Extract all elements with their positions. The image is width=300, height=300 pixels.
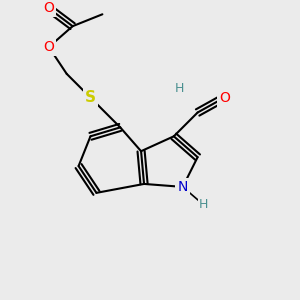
Text: H: H bbox=[175, 82, 184, 95]
Text: H: H bbox=[199, 198, 208, 211]
Text: O: O bbox=[219, 91, 230, 105]
Text: S: S bbox=[85, 90, 96, 105]
Text: O: O bbox=[44, 40, 54, 54]
Text: N: N bbox=[178, 180, 188, 194]
Text: O: O bbox=[44, 1, 54, 15]
